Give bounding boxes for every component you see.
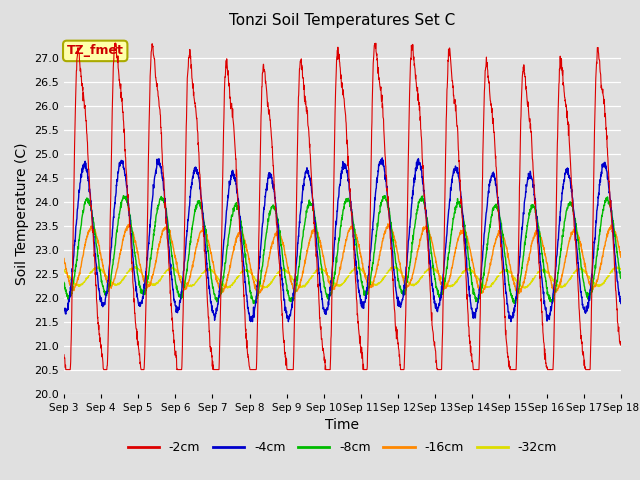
Legend: -2cm, -4cm, -8cm, -16cm, -32cm: -2cm, -4cm, -8cm, -16cm, -32cm: [123, 436, 562, 459]
X-axis label: Time: Time: [325, 418, 360, 432]
Title: Tonzi Soil Temperatures Set C: Tonzi Soil Temperatures Set C: [229, 13, 456, 28]
Y-axis label: Soil Temperature (C): Soil Temperature (C): [15, 143, 29, 285]
Text: TZ_fmet: TZ_fmet: [67, 44, 124, 58]
